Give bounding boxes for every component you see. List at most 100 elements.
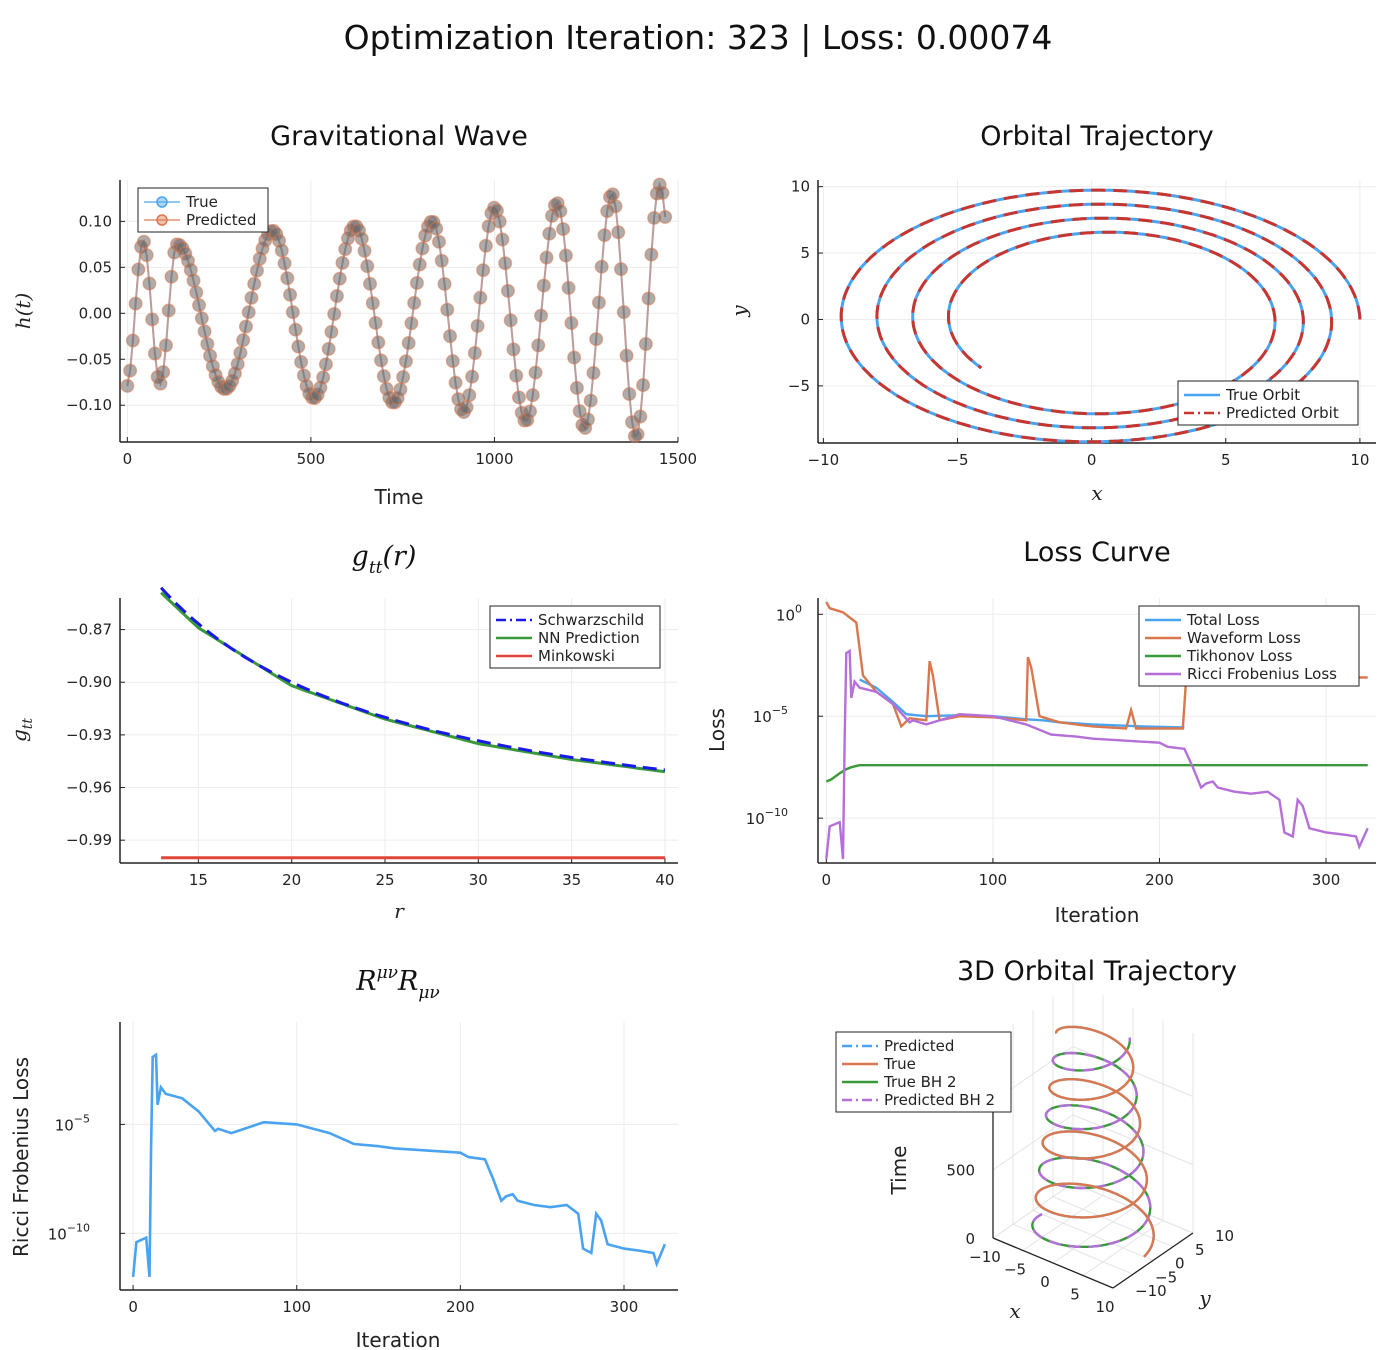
true-line [1034,1025,1155,1258]
wave-marker [583,393,598,408]
wave-marker [318,357,333,372]
wave-marker [280,271,295,286]
wave-marker [619,348,634,363]
wave-marker [335,255,350,270]
gtt-y-tick-label: −0.90 [66,673,112,691]
wave-marker [285,305,300,320]
wave-plot: 0 500 1000 1500 −0.10 −0.05 0.00 0.05 0.10 TruePr… [66,177,697,468]
ricci-x-tick-label: 200 [446,1298,475,1316]
loss-y-tick-label: 10−10 [746,806,788,828]
wave-x-tick-label: 1000 [475,450,513,468]
wave-marker [161,303,176,318]
loss-x-tick-label: 0 [822,871,832,889]
wave-marker [506,342,521,357]
loss-legend [1138,605,1360,687]
wave-marker [561,280,576,295]
wave-marker [329,288,344,303]
ricci-title-R2: R [397,966,418,997]
wave-marker [569,380,584,395]
ricci-x-tick-label: 0 [128,1298,138,1316]
wave-marker [316,370,331,385]
orbit-x-tick-label: −10 [808,451,840,469]
wave-marker [321,341,336,356]
wave-y-tick-label: 0.05 [79,258,112,276]
wave-ylabel: h(t) [11,293,35,330]
wave-marker [655,185,670,200]
wave-marker [608,199,623,214]
orbit3d-xlabel: x [1009,1299,1020,1323]
wave-marker [288,322,303,337]
wave-marker [136,234,151,249]
wave-marker [443,329,458,344]
loss-y-tick-exp: −10 [765,806,788,819]
wave-marker [556,222,571,237]
wave-marker [633,409,648,424]
wave-marker [327,306,342,321]
orbit-y-tick-label: 5 [800,244,810,262]
loss-xlabel: Iteration [1055,903,1140,927]
wave-marker [445,354,460,369]
loss-title: Loss Curve [1023,537,1170,568]
loss-y-tick-label: 100 [776,602,802,624]
wave-marker [437,276,452,291]
orbit-ylabel: y [727,305,751,318]
wave-marker [470,318,485,333]
gtt-title-g: g [352,541,369,572]
wave-marker [200,336,215,351]
wave-marker [415,241,430,256]
orbit3d-grid [1052,1196,1174,1248]
predicted-orbit-line [839,188,1362,444]
orbit-y-tick-label: 0 [800,310,810,328]
wave-marker [324,324,339,339]
wave-marker [492,214,507,229]
ricci-title: RμνRμν [355,963,439,1003]
orbit-legend [1177,380,1359,426]
gtt-x-tick-label: 30 [469,871,488,889]
wave-marker [636,378,651,393]
wave-marker [158,338,173,353]
orbit3d-y-tick-label: −5 [1155,1268,1177,1286]
wave-marker [139,248,154,263]
orbit-x-tick-label: −5 [946,451,968,469]
wave-marker [194,311,209,326]
wave-marker [429,221,444,236]
wave-marker [249,263,264,278]
wave-marker [586,365,601,380]
wave-marker [616,305,631,320]
orbit3d-x-tick-label: 10 [1095,1298,1114,1316]
wave-marker [591,295,606,310]
wave-marker [658,209,673,224]
wave-marker [462,388,477,403]
wave-y-tick-label: 0.00 [79,304,112,322]
gtt-legend-label: NN Prediction [538,629,640,647]
ricci-xlabel: Iteration [356,1328,441,1350]
orbit3d-legend-label: True BH 2 [883,1073,957,1091]
loss-legend-label: Ricci Frobenius Loss [1187,665,1337,683]
wave-marker [572,404,587,419]
gtt-title-arg: (r) [382,541,416,572]
wave-marker [509,368,524,383]
orbit3d-zlabel: Time [887,1146,911,1196]
wave-marker [500,283,515,298]
gtt-plot: 15 20 25 30 35 40 −0.87 −0.90 −0.93 −0.96 −0.99 Sch… [66,586,678,889]
gtt-x-tick-label: 40 [655,871,674,889]
schwarzschild-line [159,586,666,772]
ricci-title-R1: R [355,966,376,997]
gtt-ylabel-g: g [7,729,31,742]
wave-x-tick-label: 0 [123,450,133,468]
wave-marker [131,262,146,277]
wave-marker [567,350,582,365]
wave-marker [147,346,162,361]
wave-marker [393,382,408,397]
wave-marker [528,365,543,380]
wave-marker [365,296,380,311]
wave-marker [431,234,446,249]
wave-marker [440,302,455,317]
orbit3d-y-tick-label: −10 [1135,1282,1167,1300]
orbit3d-x-tick-label: −5 [1004,1261,1026,1279]
wave-marker [614,262,629,277]
wave-marker [503,313,518,328]
orbit-legend-label: Predicted Orbit [1226,404,1339,422]
